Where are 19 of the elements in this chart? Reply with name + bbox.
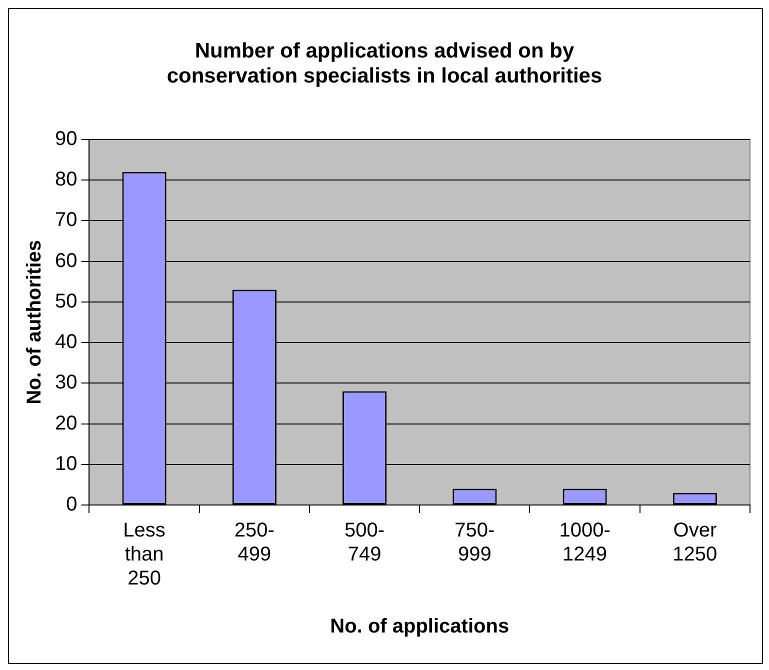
y-tick-label: 80: [54, 168, 78, 191]
y-tick-label: 10: [54, 452, 78, 475]
x-tick-label: Over 1250: [672, 520, 718, 566]
y-tick-label: 40: [54, 331, 78, 354]
y-tick-label: 60: [54, 250, 78, 272]
y-tick-label: 70: [54, 209, 78, 232]
y-tick-label: 50: [54, 290, 78, 312]
y-tick-label: 30: [54, 372, 78, 394]
chart-title: Number of applications advised on by conservation specialists in local authorities: [166, 39, 602, 88]
x-axis-title: No. of applications: [330, 616, 510, 638]
y-tick-label: 90: [54, 128, 78, 150]
x-tick-label: 250-499: [234, 520, 274, 566]
y-axis-title: No. of authorities: [24, 240, 46, 404]
y-tick-label: 20: [54, 412, 78, 434]
y-tick-label: 0: [66, 494, 78, 516]
x-tick-label: 750-999: [454, 520, 495, 566]
x-tick-label: 1000-1249: [559, 520, 610, 566]
x-tick-label: Less than 250: [123, 520, 166, 590]
x-tick-label: 500-749: [344, 520, 385, 566]
